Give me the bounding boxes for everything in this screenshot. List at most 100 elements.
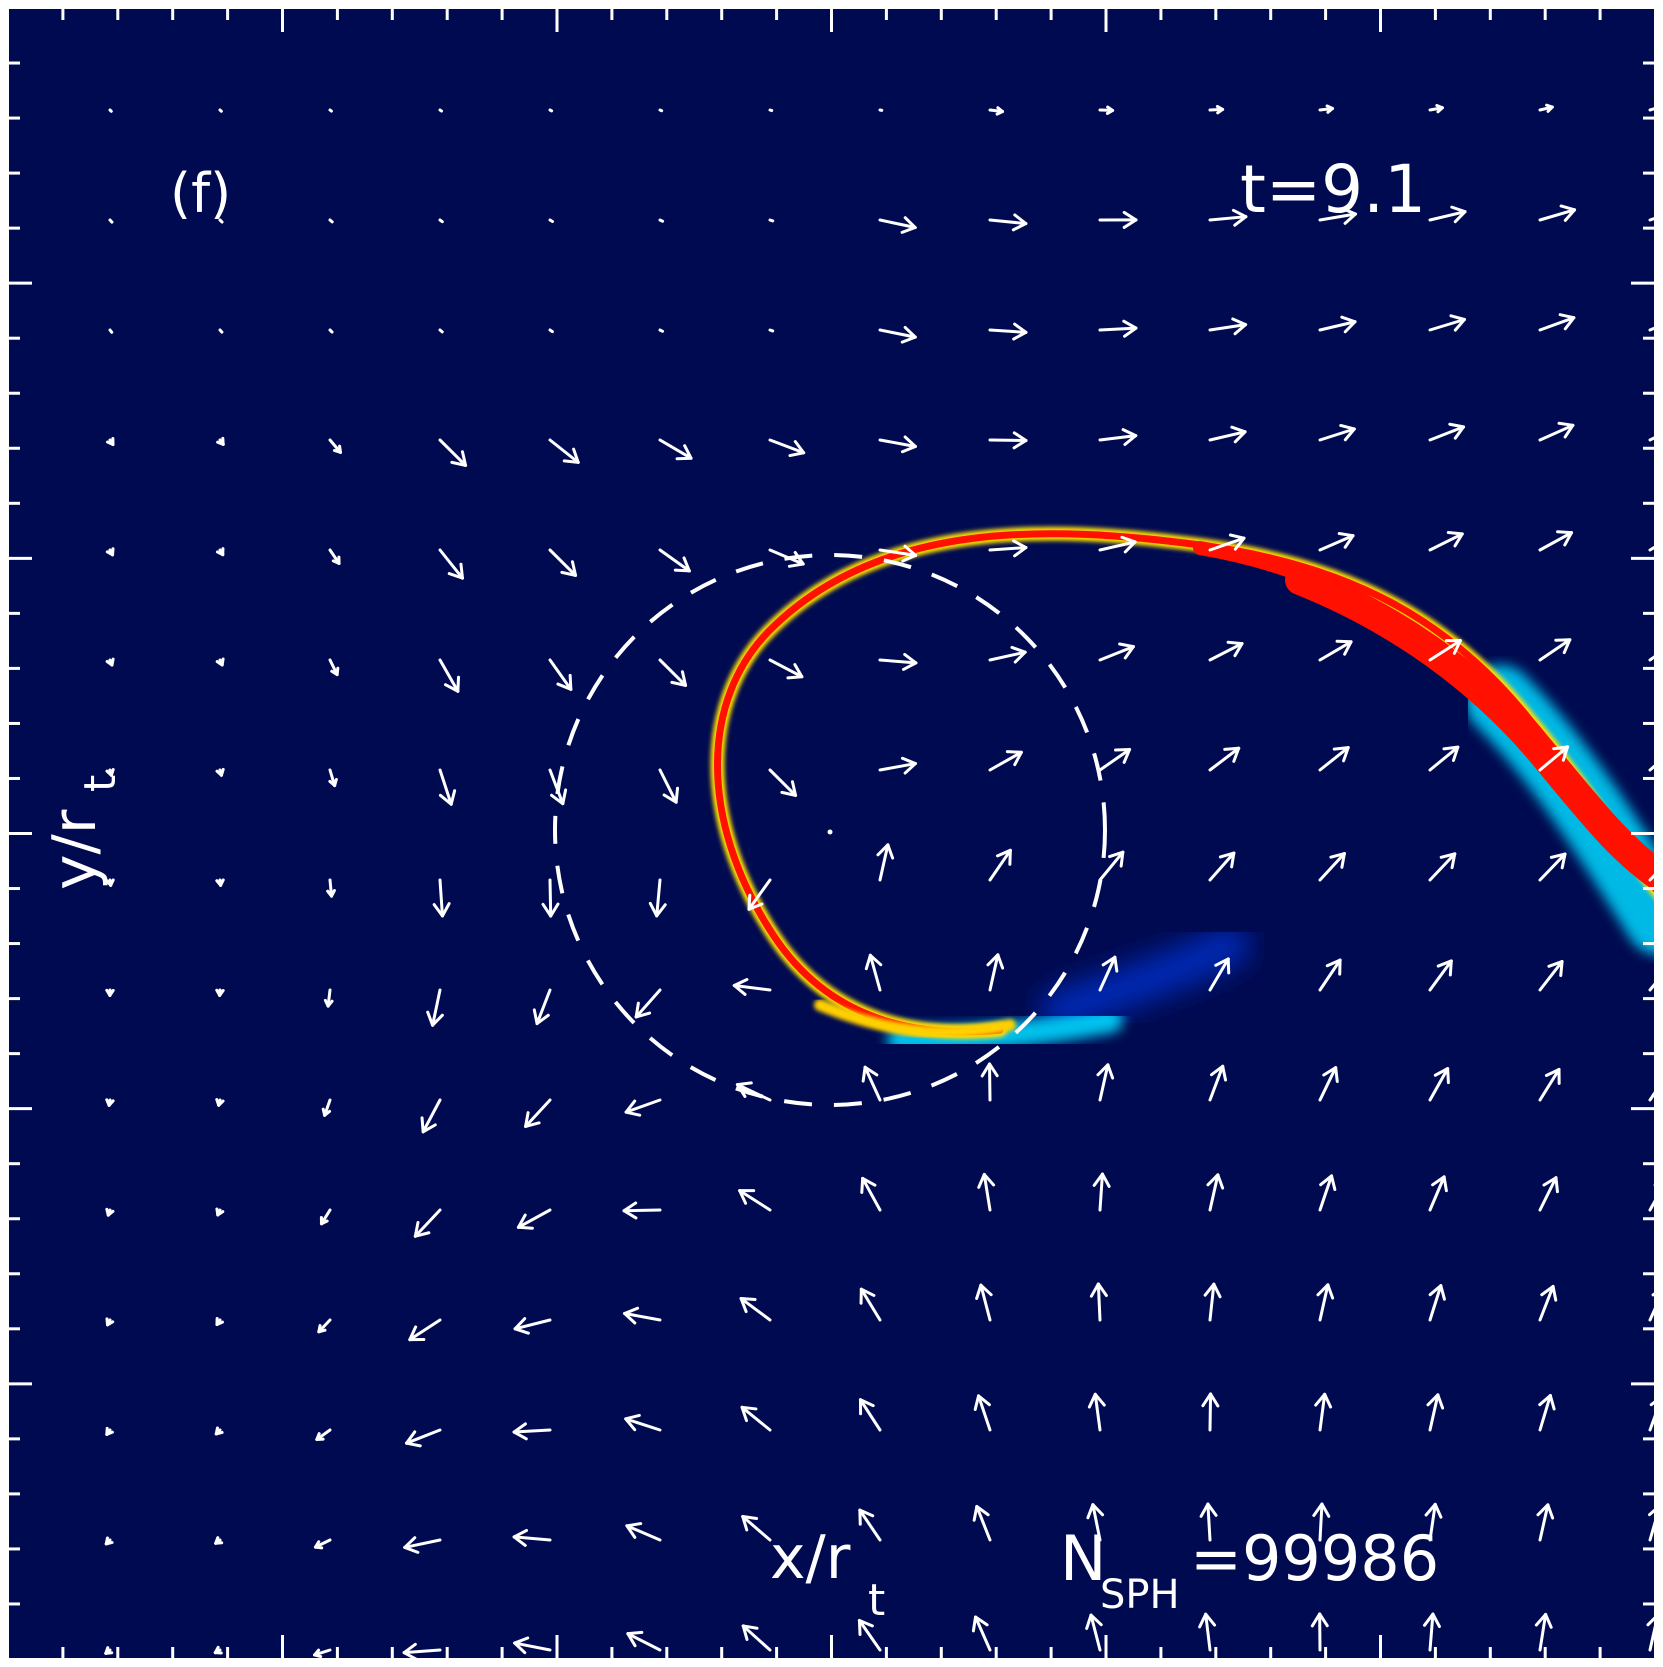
velocity-arrow-head [900,335,917,344]
velocity-arrow-head [740,1405,758,1411]
velocity-arrow-head [1212,1282,1222,1299]
velocity-arrow-shaft [1318,746,1350,772]
velocity-arrow-shaft [1538,1394,1552,1432]
velocity-arrow [532,988,552,1026]
velocity-arrow [1422,1612,1441,1652]
velocity-arrow-shaft [1098,1063,1110,1102]
velocity-arrow [1318,746,1350,772]
velocity-arrow-head [1659,962,1663,966]
velocity-arrow-shaft [438,108,443,113]
velocity-arrow-shaft [1318,1392,1327,1432]
velocity-arrow-head [1431,1612,1441,1629]
velocity-arrow-head [1233,536,1246,551]
velocity-arrow-head [857,1618,862,1636]
velocity-arrow-shaft [1208,215,1248,222]
velocity-arrow-head [900,226,917,234]
velocity-arrow [438,438,468,467]
velocity-arrow-head [1100,1172,1111,1188]
velocity-arrow-shaft [108,218,114,224]
velocity-arrow-shaft [405,1428,442,1445]
velocity-arrow [1318,958,1342,992]
center-marker [827,829,833,835]
velocity-arrow [215,1098,225,1107]
velocity-arrow-head [623,1311,637,1325]
velocity-arrow-head [858,1398,875,1408]
velocity-arrow-shaft [658,548,691,573]
velocity-arrow [1098,319,1138,338]
velocity-arrow-head [1233,323,1248,336]
velocity-arrow-head [1113,955,1119,973]
velocity-arrow-head [1435,103,1444,110]
velocity-arrow-head [1316,1283,1330,1297]
velocity-arrow [864,953,883,992]
velocity-arrow-head [979,1283,993,1297]
velocity-arrow-head [1012,539,1028,550]
velocity-arrow [328,218,334,224]
velocity-arrow-head [572,447,580,464]
velocity-arrow-head [1658,1615,1663,1628]
velocity-arrow [108,218,114,224]
velocity-arrow-head [313,1653,323,1659]
velocity-arrow-head [1085,1613,1093,1630]
velocity-arrow [1538,638,1572,662]
velocity-arrow-shaft [988,546,1028,552]
velocity-arrow-head [903,762,917,775]
velocity-arrow [326,878,336,898]
velocity-arrow [1426,1393,1445,1432]
velocity-arrow-head [739,1297,748,1314]
velocity-arrow [1538,421,1575,442]
velocity-arrow [768,438,806,458]
velocity-arrow-head [104,1540,114,1546]
velocity-arrow-shaft [1428,532,1464,552]
velocity-arrow-head [1341,207,1357,216]
velocity-arrow-head [1453,425,1466,440]
velocity-arrow-shaft [1538,745,1570,772]
velocity-arrow-shaft [988,953,1000,992]
velocity-arrow-shaft [1208,851,1236,882]
velocity-arrow-head [982,1172,996,1187]
velocity-arrow-head [1087,1392,1097,1409]
velocity-arrow [1087,1392,1106,1432]
velocity-arrow-head [1204,1612,1217,1627]
velocity-arrow [1538,745,1570,772]
velocity-arrow-shaft [1648,1620,1655,1652]
velocity-arrow-head [1122,210,1138,222]
velocity-arrow-head [972,1504,979,1522]
velocity-arrow-shaft [548,328,554,334]
velocity-arrow-head [1013,546,1028,558]
velocity-arrow-shaft [524,1098,552,1128]
velocity-arrow-head [214,1541,224,1545]
velocity-arrow [319,1208,332,1226]
velocity-arrow-shaft [634,988,662,1019]
velocity-arrow [1428,103,1444,114]
velocity-arrow-shaft [438,218,444,224]
velocity-arrow-head [1534,1612,1548,1627]
velocity-arrow-shaft [1428,210,1467,222]
velocity-arrow-shaft [863,1065,882,1102]
velocity-arrow [971,1615,992,1652]
velocity-arrow [1428,314,1466,332]
velocity-arrow [1203,1282,1222,1322]
velocity-arrow-head [1319,1174,1334,1187]
velocity-arrow-head [549,902,560,918]
velocity-arrow-head [732,984,747,996]
velocity-arrow-head [973,1394,981,1411]
velocity-arrow-head [541,902,553,918]
velocity-arrow-head [1562,638,1572,655]
velocity-arrow-head [986,953,1000,967]
velocity-arrow-head [1433,1067,1450,1077]
velocity-arrow-shaft [624,1098,662,1114]
velocity-arrow-shaft [1538,960,1564,992]
velocity-arrow-head [1216,1173,1225,1190]
velocity-arrow-head [105,1430,114,1436]
velocity-arrow-head [682,556,691,573]
velocity-arrow-head [1548,1394,1556,1411]
velocity-arrow-head [861,1065,867,1083]
velocity-arrow [1428,639,1462,662]
velocity-arrow [516,1208,552,1230]
velocity-arrow [438,108,443,113]
velocity-arrow-head [1198,1612,1208,1629]
velocity-arrow [658,328,665,333]
velocity-arrow [104,1536,114,1546]
velocity-arrow-head [440,902,451,918]
